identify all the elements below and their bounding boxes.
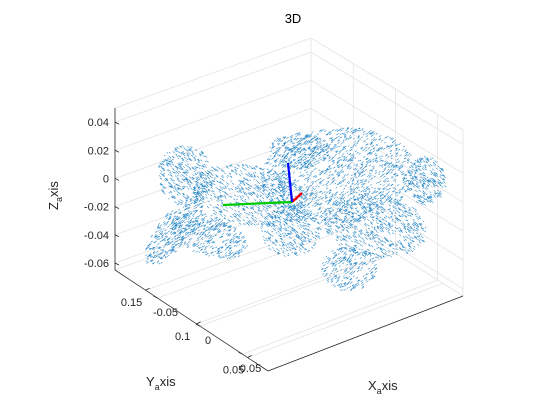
x-grid-line (157, 63, 354, 299)
x-axis-line (267, 295, 464, 372)
point-cloud-marks (144, 126, 447, 292)
coordinate-frame (222, 162, 303, 207)
x-axis-label: Xaxis (368, 378, 398, 396)
z-grid-line (114, 192, 464, 290)
y-axis-label: Yaxis (146, 374, 176, 392)
z-grid-line (114, 51, 464, 145)
z-tick-label: -0.04 (84, 230, 109, 242)
box-edge (310, 37, 464, 131)
x-grid-line (242, 114, 439, 355)
y-tick-label: 0.05 (223, 365, 244, 377)
y-tick-label: 0.1 (175, 331, 190, 343)
tick-labels: -0.06 -0.04 -0.02 0 0.02 0.04 0.05 0.1 0.15 -0.05… (84, 117, 261, 376)
y-grid-line (247, 282, 443, 358)
z-tick-label: -0.06 (84, 258, 109, 270)
box-edge (114, 37, 312, 109)
z-grid-line (114, 79, 464, 174)
y-grid-line (196, 250, 393, 325)
z-tick-label: 0.04 (88, 117, 109, 129)
x-tick-label: 0.05 (240, 363, 261, 375)
z-axis-label: Zaxis (46, 181, 64, 210)
x-grid-line (199, 89, 396, 327)
z-tick-label: 0.02 (88, 145, 109, 157)
frame-y-axis (222, 200, 293, 207)
x-tick-label: 0 (205, 335, 211, 347)
y-tick-label: 0.15 (121, 297, 142, 309)
z-tick-label: -0.02 (84, 202, 109, 214)
frame-z-axis (286, 162, 294, 203)
z-grid-line (114, 107, 464, 203)
axis-lines (114, 108, 464, 372)
x-tick-label: -0.05 (153, 307, 178, 319)
z-tick-label: 0 (103, 173, 109, 185)
z-grid-line (114, 136, 464, 232)
box-edge (310, 199, 464, 297)
chart-title: 3D (285, 11, 302, 26)
frame-x-axis (291, 192, 303, 203)
point-cloud (144, 126, 447, 292)
y-grid-line (145, 218, 342, 291)
y-axis-line (114, 269, 269, 372)
grid-lines (114, 37, 464, 358)
